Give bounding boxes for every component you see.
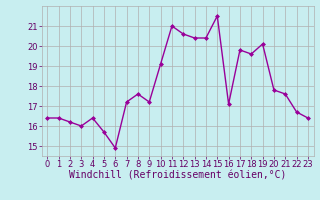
X-axis label: Windchill (Refroidissement éolien,°C): Windchill (Refroidissement éolien,°C) bbox=[69, 171, 286, 181]
